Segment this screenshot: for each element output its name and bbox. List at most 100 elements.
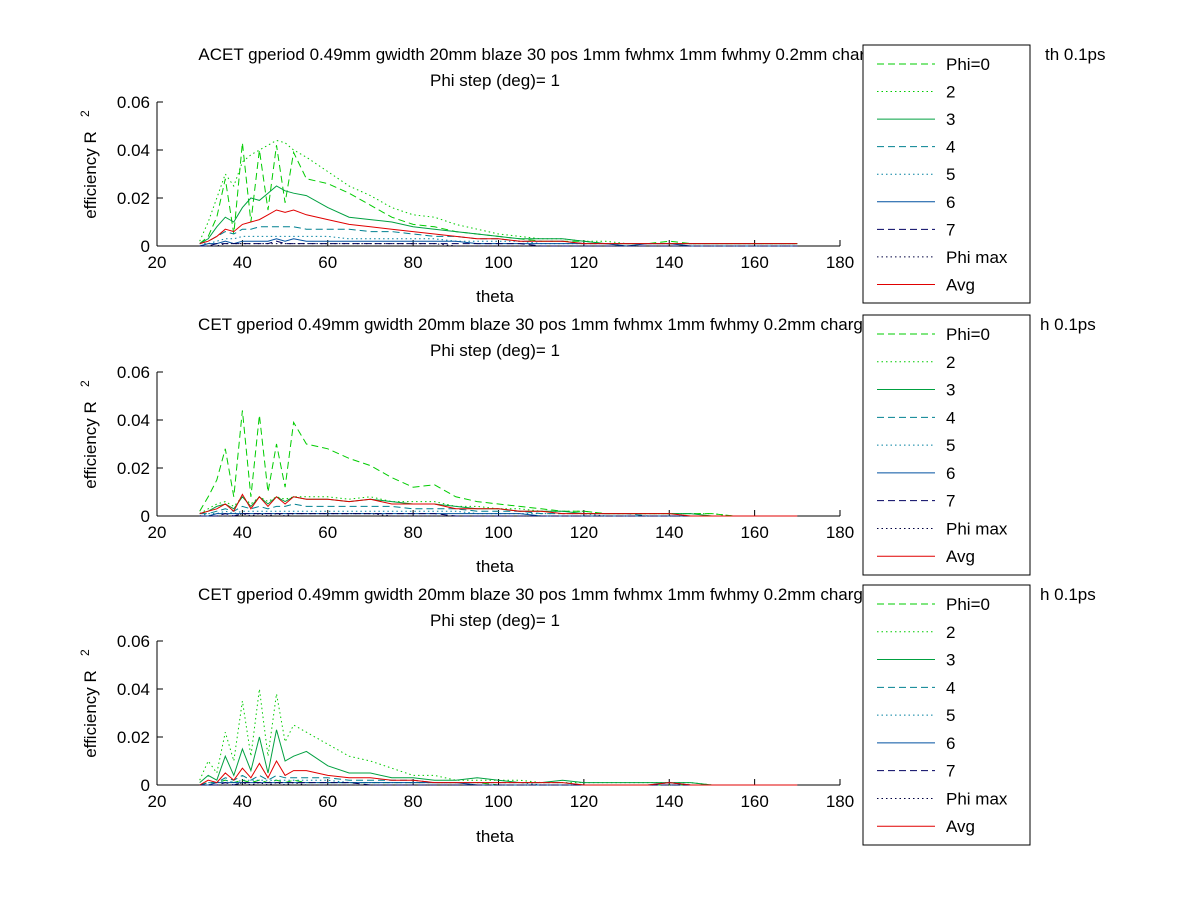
x-tick-label: 120 [570, 792, 598, 811]
x-tick-label: 40 [233, 792, 252, 811]
legend-entry-label: 2 [946, 623, 955, 642]
legend-entry-label: 4 [946, 678, 955, 697]
series-line-phi-0 [199, 142, 798, 245]
x-tick-label: 180 [826, 253, 854, 272]
chart-subtitle: Phi step (deg)= 1 [430, 71, 560, 90]
series-line-avg [199, 759, 798, 786]
y-tick-label: 0.06 [117, 632, 150, 651]
x-tick-label: 40 [233, 523, 252, 542]
series-line-7 [199, 513, 798, 517]
y-tick-label: 0.02 [117, 189, 150, 208]
y-axis-label-exponent: 2 [78, 380, 92, 387]
legend-entry-label: Phi=0 [946, 55, 990, 74]
legend-entry-label: Phi max [946, 248, 1008, 267]
x-axis-label: theta [476, 287, 514, 306]
x-tick-label: 60 [318, 523, 337, 542]
x-tick-label: 120 [570, 523, 598, 542]
y-tick-label: 0 [141, 237, 150, 256]
y-tick-label: 0.04 [117, 411, 150, 430]
legend-entry-label: 4 [946, 408, 955, 427]
legend-entry-label: 3 [946, 110, 955, 129]
series-line-7 [199, 782, 798, 786]
x-tick-label: 100 [484, 523, 512, 542]
chart-title: CET gperiod 0.49mm gwidth 20mm blaze 30 … [198, 585, 896, 604]
legend-entry-label: 7 [946, 492, 955, 511]
y-tick-label: 0 [141, 507, 150, 526]
chart-title-tail: h 0.1ps [1040, 315, 1096, 334]
legend-entry-label: 5 [946, 706, 955, 725]
chart-subtitle: Phi step (deg)= 1 [430, 341, 560, 360]
x-tick-label: 80 [404, 253, 423, 272]
legend-entry-label: Phi=0 [946, 325, 990, 344]
x-tick-label: 120 [570, 253, 598, 272]
y-axis-label: efficiency R 2 [78, 110, 100, 219]
series-line-avg [199, 209, 798, 245]
legend: Phi=0 2 3 4 5 6 7 Phi max Avg [862, 314, 1031, 576]
y-tick-label: 0.06 [117, 363, 150, 382]
legend-entry-label: 7 [946, 762, 955, 781]
y-axis-label: efficiency R 2 [78, 380, 100, 489]
series-line-5 [199, 235, 798, 245]
legend-entry-label: 3 [946, 381, 955, 400]
chart-panel-2: CET gperiod 0.49mm gwidth 20mm blaze 30 … [78, 314, 1096, 576]
y-axis-label: efficiency R 2 [78, 649, 100, 758]
x-tick-label: 180 [826, 523, 854, 542]
series-line-2 [199, 688, 798, 786]
chart-title: ACET gperiod 0.49mm gwidth 20mm blaze 30… [198, 45, 907, 64]
x-axis-label: theta [476, 827, 514, 846]
x-tick-label: 40 [233, 253, 252, 272]
x-tick-label: 20 [148, 253, 167, 272]
legend-entry-label: Phi max [946, 789, 1008, 808]
series-line-phi-max [199, 782, 798, 786]
series-line-phi-max [199, 243, 798, 247]
legend-entry-label: Avg [946, 817, 975, 836]
legend-entry-label: 6 [946, 464, 955, 483]
legend-entry-label: Phi=0 [946, 595, 990, 614]
legend: Phi=0 2 3 4 5 6 7 Phi max Avg [862, 584, 1031, 846]
chart-title-tail: th 0.1ps [1045, 45, 1106, 64]
y-axis-label-exponent: 2 [78, 110, 92, 117]
y-axis-label-text: efficiency R [81, 401, 100, 489]
plot-area: 20 40 60 80 100 120 140 160 180 0 0.02 0.04 0.06 [117, 363, 854, 542]
chart-panel-1: ACET gperiod 0.49mm gwidth 20mm blaze 30… [78, 44, 1106, 306]
y-axis-label-exponent: 2 [78, 649, 92, 656]
legend-entry-label: 5 [946, 436, 955, 455]
x-tick-label: 140 [655, 792, 683, 811]
series-line-avg [199, 493, 798, 517]
chart-title: CET gperiod 0.49mm gwidth 20mm blaze 30 … [198, 315, 896, 334]
legend-entry-label: 3 [946, 651, 955, 670]
series-line-5 [199, 510, 798, 517]
y-tick-label: 0.02 [117, 728, 150, 747]
x-tick-label: 20 [148, 523, 167, 542]
legend-entry-label: 4 [946, 138, 955, 157]
x-tick-label: 160 [740, 253, 768, 272]
plot-area: 20 40 60 80 100 120 140 160 180 0 0.02 0.04 0.06 [117, 93, 854, 272]
chart-subtitle: Phi step (deg)= 1 [430, 611, 560, 630]
x-tick-label: 140 [655, 253, 683, 272]
x-tick-label: 180 [826, 792, 854, 811]
legend-entry-label: 5 [946, 165, 955, 184]
chart-panel-3: CET gperiod 0.49mm gwidth 20mm blaze 30 … [78, 584, 1096, 846]
x-tick-label: 80 [404, 523, 423, 542]
legend-entry-label: 7 [946, 220, 955, 239]
x-tick-label: 60 [318, 253, 337, 272]
x-tick-label: 160 [740, 523, 768, 542]
series-line-phi-max [199, 513, 798, 517]
y-tick-label: 0.04 [117, 680, 150, 699]
y-tick-label: 0.04 [117, 141, 150, 160]
legend: Phi=0 2 3 4 5 6 7 Phi max Avg [862, 44, 1031, 304]
x-tick-label: 160 [740, 792, 768, 811]
plot-area: 20 40 60 80 100 120 140 160 180 0 0.02 0.04 0.06 [117, 632, 854, 811]
y-tick-label: 0.02 [117, 459, 150, 478]
y-tick-label: 0 [141, 776, 150, 795]
x-tick-label: 100 [484, 253, 512, 272]
x-axis-label: theta [476, 557, 514, 576]
legend-entry-label: 6 [946, 193, 955, 212]
legend-entry-label: Avg [946, 547, 975, 566]
legend-entry-label: 2 [946, 353, 955, 372]
x-tick-label: 100 [484, 792, 512, 811]
y-tick-label: 0.06 [117, 93, 150, 112]
legend-entry-label: 6 [946, 734, 955, 753]
y-axis-label-text: efficiency R [81, 131, 100, 219]
